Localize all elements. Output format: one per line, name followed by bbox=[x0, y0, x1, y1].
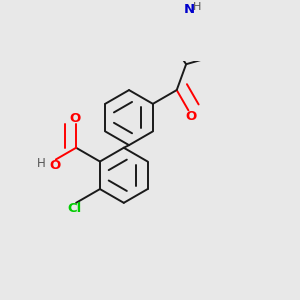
Text: O: O bbox=[69, 112, 80, 125]
Text: O: O bbox=[185, 110, 197, 123]
Text: Cl: Cl bbox=[68, 202, 82, 215]
Text: O: O bbox=[49, 159, 60, 172]
Text: H: H bbox=[193, 2, 201, 12]
Text: N: N bbox=[184, 3, 195, 16]
Text: H: H bbox=[37, 157, 46, 170]
